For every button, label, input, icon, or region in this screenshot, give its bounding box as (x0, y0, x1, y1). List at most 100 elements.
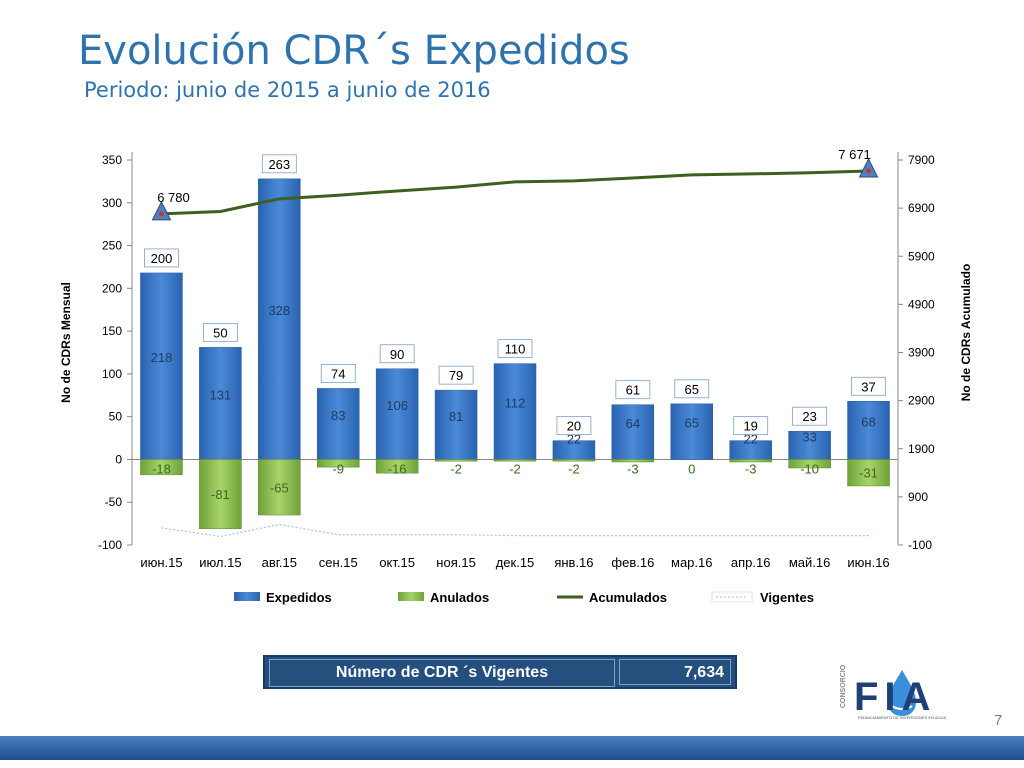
expedidos-value-label: 81 (449, 409, 463, 424)
combo-chart: -100-50050100150200250300350-10090019002… (59, 147, 973, 605)
y-tick-label: -50 (105, 495, 123, 509)
acumulados-marker-dot (158, 211, 164, 217)
bar-anulados (140, 459, 183, 476)
page-title: Evolución CDR´s Expedidos (78, 28, 630, 74)
acumulados-first-label: 6 780 (157, 190, 190, 205)
logo-side-text: CONSORCIO (840, 664, 847, 708)
expedidos-value-label: 22 (743, 431, 757, 446)
x-tick-label: дек.15 (496, 555, 535, 570)
y2-tick-label: -100 (908, 538, 932, 552)
expedidos-value-label: 328 (268, 303, 290, 318)
expedidos-value-label: 65 (685, 416, 699, 431)
bar-anulados (375, 459, 419, 474)
net-label-box (556, 416, 592, 436)
bar-anulados (258, 459, 301, 516)
net-value-label: 74 (331, 366, 345, 381)
bar-expedidos (140, 272, 183, 460)
net-label-box (261, 154, 297, 174)
acumulados-last-label: 7 671 (838, 147, 871, 162)
bar-expedidos (611, 404, 655, 460)
net-label-box (674, 379, 710, 399)
bar-anulados (493, 459, 537, 462)
net-label-box (202, 322, 238, 342)
x-tick-label: май.16 (789, 555, 831, 570)
anulados-value-label: -65 (270, 480, 289, 495)
x-tick-label: апр.16 (731, 555, 771, 570)
vigentes-banner: Número de CDR ´s Vigentes 7,634 (263, 655, 737, 689)
anulados-value-label: -3 (745, 461, 757, 476)
legend-label: Expedidos (266, 590, 332, 605)
legend-label: Acumulados (589, 590, 667, 605)
y-tick-label: 250 (102, 239, 122, 253)
expedidos-value-label: 83 (331, 408, 345, 423)
net-value-label: 19 (743, 419, 757, 434)
net-label-box (733, 416, 769, 436)
net-label-box (851, 376, 886, 396)
bar-anulados (611, 459, 655, 463)
x-tick-label: июн.15 (140, 555, 182, 570)
net-value-label: 50 (213, 325, 227, 340)
y-tick-label: 200 (102, 281, 122, 295)
legend-label: Vigentes (760, 590, 814, 605)
y-tick-label: 0 (115, 452, 122, 466)
net-value-label: 263 (268, 157, 290, 172)
net-label-box (379, 344, 415, 364)
anulados-value-label: -3 (627, 461, 639, 476)
net-label-box (792, 406, 828, 426)
y-tick-label: 150 (102, 324, 122, 338)
y-tick-label: 100 (102, 367, 122, 381)
expedidos-value-label: 131 (210, 387, 232, 402)
net-value-label: 37 (861, 379, 875, 394)
x-tick-label: мар.16 (671, 555, 712, 570)
x-tick-label: янв.16 (554, 555, 593, 570)
net-value-label: 61 (626, 383, 640, 398)
y-axis-title: No de CDRs Mensual (59, 282, 73, 403)
bar-expedidos (670, 403, 714, 460)
net-label-box (615, 380, 651, 400)
y2-axis-title: No de CDRs Acumulado (959, 264, 973, 402)
y2-tick-label: 900 (908, 490, 928, 504)
vigentes-value: 7,634 (619, 659, 731, 685)
expedidos-value-label: 106 (386, 398, 408, 413)
legend-swatch (398, 592, 424, 601)
bar-expedidos (316, 388, 360, 460)
vigentes-label: Número de CDR ´s Vigentes (269, 659, 615, 687)
acumulados-marker-dot (866, 168, 872, 174)
net-label-box (497, 339, 533, 359)
net-value-label: 23 (802, 409, 816, 424)
legend-label: Anulados (430, 590, 489, 605)
x-tick-label: июл.15 (199, 555, 241, 570)
expedidos-value-label: 64 (626, 416, 640, 431)
vigentes-line (161, 523, 869, 538)
bar-expedidos (199, 347, 242, 460)
footer-bar (0, 736, 1024, 760)
x-tick-label: окт.15 (379, 555, 415, 570)
page-subtitle: Periodo: junio de 2015 a junio de 2016 (84, 78, 491, 102)
y2-tick-label: 5900 (908, 249, 935, 263)
expedidos-value-label: 112 (505, 396, 526, 411)
fia-logo: CONSORCIO FIA FINANCIAMIENTO DE INVERSIO… (840, 664, 946, 720)
x-tick-label: июн.16 (847, 555, 889, 570)
logo-brand: FIA (854, 675, 936, 719)
expedidos-value-label: 218 (151, 350, 173, 365)
bar-expedidos (847, 401, 890, 460)
bar-anulados (199, 459, 242, 529)
logo-tagline: FINANCIAMIENTO DE INVERSIONES EN AGUA (858, 715, 946, 720)
x-tick-label: авг.15 (262, 555, 297, 570)
y2-tick-label: 6900 (908, 201, 935, 215)
y2-tick-label: 2900 (908, 394, 935, 408)
water-drop-icon (888, 670, 916, 716)
net-value-label: 79 (449, 368, 463, 383)
net-label-box (320, 364, 356, 383)
y-tick-label: 350 (102, 153, 122, 167)
x-tick-label: сен.15 (319, 555, 358, 570)
net-value-label: 90 (390, 347, 404, 362)
anulados-value-label: -18 (152, 461, 171, 476)
acumulados-marker (858, 157, 879, 178)
net-value-label: 200 (151, 251, 173, 266)
anulados-value-label: -9 (332, 461, 344, 476)
page-number: 7 (994, 712, 1003, 729)
net-label-box (144, 248, 179, 268)
y2-tick-label: 7900 (908, 153, 935, 167)
net-value-label: 110 (505, 342, 526, 357)
